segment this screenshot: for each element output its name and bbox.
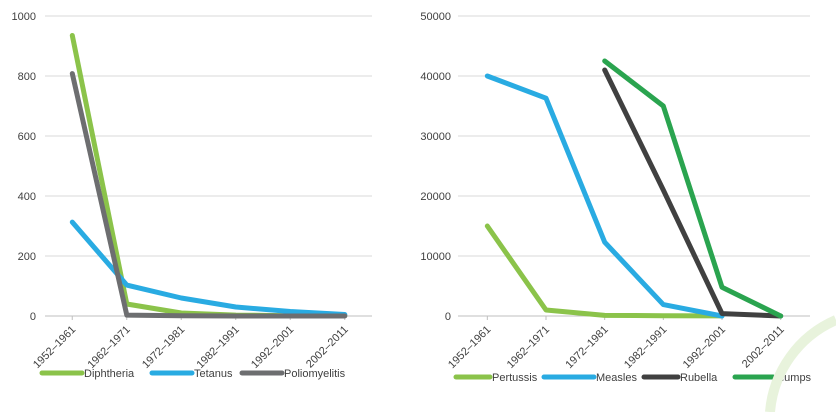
decorative-arc xyxy=(765,315,836,412)
y-tick-label: 0 xyxy=(445,311,451,323)
series-line-poliomyelitis xyxy=(69,71,348,319)
legend-label-measles: Measles xyxy=(596,372,637,384)
x-tick-label: 1962–1971 xyxy=(505,324,552,371)
series-line-measles xyxy=(484,73,725,319)
y-tick-label: 40000 xyxy=(420,71,451,83)
x-tick-label: 1992–2001 xyxy=(249,324,296,371)
legend-label-diphtheria: Diphtheria xyxy=(84,368,135,380)
series-line-mumps xyxy=(602,58,784,319)
x-tick-label: 2002–2011 xyxy=(740,324,787,371)
chart-left: 0 200 400 600 800 1000 1952–1961 1962–1971 1972–… xyxy=(12,11,372,380)
x-tick-label: 1962–1971 xyxy=(85,324,132,371)
y-tick-label: 400 xyxy=(18,191,36,203)
x-tick-label: 1952–1961 xyxy=(31,324,78,371)
x-tick-label: 2002–2011 xyxy=(304,324,351,371)
y-tick-label: 800 xyxy=(18,71,36,83)
series-line-diphtheria xyxy=(69,33,348,319)
legend-label-poliomyelitis: Poliomyelitis xyxy=(284,368,346,380)
y-tick-label: 1000 xyxy=(12,11,36,23)
series-line-pertussis xyxy=(484,223,725,319)
chart-right: 0 10000 20000 30000 40000 50000 1952–1961 1962–… xyxy=(420,11,836,412)
x-tick-label: 1972–1981 xyxy=(563,324,610,371)
x-tick-label: 1992–2001 xyxy=(681,324,728,371)
y-tick-label: 0 xyxy=(30,311,36,323)
legend-label-pertussis: Pertussis xyxy=(492,372,538,384)
x-tick-label: 1982–1991 xyxy=(194,324,241,371)
x-tick-label: 1982–1991 xyxy=(622,324,669,371)
y-tick-label: 50000 xyxy=(420,11,451,23)
y-tick-label: 600 xyxy=(18,131,36,143)
x-tick-label: 1952–1961 xyxy=(446,324,493,371)
y-tick-label: 10000 xyxy=(420,251,451,263)
legend-label-rubella: Rubella xyxy=(680,372,718,384)
x-tick-label: 1972–1981 xyxy=(140,324,187,371)
legend-label-tetanus: Tetanus xyxy=(194,368,233,380)
series-line-rubella xyxy=(602,67,784,319)
y-tick-label: 200 xyxy=(18,251,36,263)
y-tick-label: 30000 xyxy=(420,131,451,143)
y-tick-label: 20000 xyxy=(420,191,451,203)
